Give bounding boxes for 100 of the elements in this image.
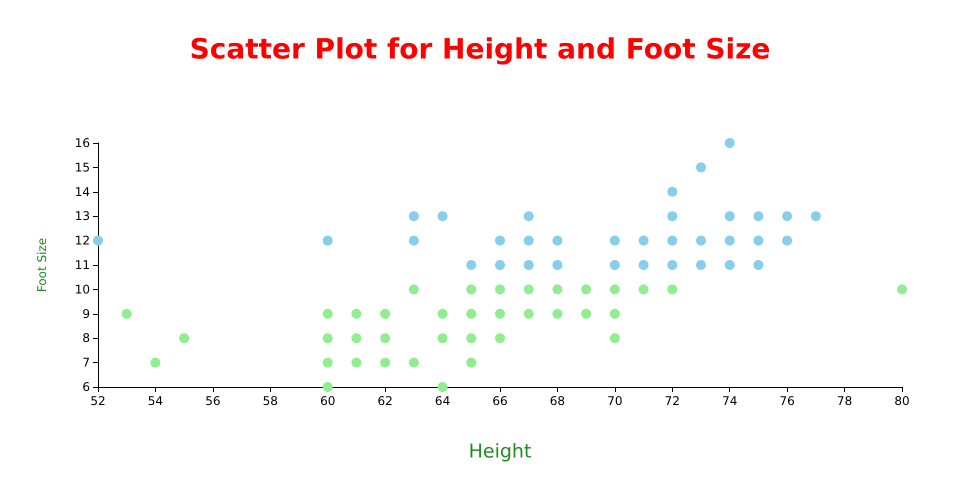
point: [495, 284, 505, 294]
point: [322, 236, 333, 246]
x-axis-title: Height: [468, 440, 532, 462]
y-tick-label: 7: [82, 356, 90, 370]
point: [610, 260, 620, 270]
point: [380, 308, 390, 319]
y-tick-label: 15: [74, 160, 90, 174]
x-tick-label: 76: [780, 394, 795, 408]
point: [667, 236, 678, 246]
y-tick-label: 12: [74, 234, 90, 248]
point: [638, 260, 649, 270]
point: [93, 236, 103, 246]
point: [495, 333, 505, 344]
point: [610, 333, 620, 344]
point: [581, 284, 592, 294]
y-tick-label: 11: [74, 258, 90, 272]
point: [438, 308, 448, 319]
point: [552, 284, 562, 294]
chart-title: Scatter Plot for Height and Foot Size: [190, 32, 770, 66]
x-tick-label: 62: [378, 394, 393, 408]
y-tick-label: 8: [82, 331, 90, 346]
point: [466, 284, 476, 294]
point: [438, 211, 448, 222]
point: [438, 382, 448, 392]
y-tick-label: 14: [74, 184, 90, 199]
point: [782, 211, 792, 222]
y-tick-label: 16: [74, 136, 90, 150]
point: [322, 308, 333, 319]
point: [351, 333, 362, 344]
point: [408, 358, 419, 368]
x-tick-label: 74: [722, 394, 738, 408]
point: [638, 284, 649, 294]
point: [380, 333, 390, 344]
x-tick-label: 80: [894, 394, 910, 408]
x-tick-label: 58: [262, 394, 278, 408]
point: [667, 284, 678, 294]
point: [408, 236, 419, 246]
point: [322, 358, 333, 368]
point: [380, 358, 390, 368]
point: [667, 186, 678, 197]
y-axis-title: Foot Size: [35, 238, 49, 292]
point: [322, 382, 333, 392]
point: [753, 260, 764, 270]
x-tick-label: 78: [836, 394, 852, 408]
x-tick-label: 64: [434, 394, 450, 408]
x-tick-label: 60: [320, 394, 336, 408]
point: [610, 236, 620, 246]
x-tick-label: 54: [148, 394, 164, 408]
point: [552, 260, 562, 270]
point: [524, 308, 534, 319]
y-tick-label: 10: [74, 282, 90, 296]
x-tick-label: 68: [550, 394, 566, 408]
point: [495, 260, 505, 270]
point: [351, 308, 362, 319]
point: [438, 333, 448, 344]
point: [122, 308, 132, 319]
point: [782, 236, 792, 246]
point: [581, 308, 592, 319]
point: [897, 284, 907, 294]
point: [696, 260, 706, 270]
point: [552, 308, 562, 319]
point: [524, 260, 534, 270]
point: [466, 333, 476, 344]
point: [696, 162, 706, 172]
point: [610, 284, 620, 294]
x-tick-label: 52: [90, 394, 106, 408]
point: [466, 308, 476, 319]
point: [724, 236, 735, 246]
point: [552, 236, 562, 246]
point: [810, 211, 821, 222]
point: [667, 211, 678, 222]
y-tick-label: 9: [82, 306, 90, 321]
point: [466, 358, 476, 368]
point: [610, 308, 620, 319]
point: [524, 284, 534, 294]
x-tick-label: 56: [205, 394, 220, 408]
point: [495, 308, 505, 319]
point: [753, 211, 764, 222]
point: [466, 260, 476, 270]
point: [667, 260, 678, 270]
point: [524, 211, 534, 222]
point: [408, 211, 419, 222]
point: [724, 211, 735, 222]
point: [179, 333, 190, 344]
point: [150, 358, 160, 368]
y-tick-label: 13: [74, 209, 90, 224]
point: [524, 236, 534, 246]
point: [724, 260, 735, 270]
x-tick-label: 70: [607, 394, 622, 408]
x-tick-label: 66: [492, 394, 508, 408]
point: [638, 236, 649, 246]
point: [696, 236, 706, 246]
x-tick-label: 72: [664, 394, 680, 408]
y-tick-label: 6: [82, 380, 90, 394]
point: [753, 236, 764, 246]
point: [724, 138, 735, 148]
point: [351, 358, 362, 368]
point: [408, 284, 419, 294]
point: [495, 236, 505, 246]
point: [322, 333, 333, 344]
